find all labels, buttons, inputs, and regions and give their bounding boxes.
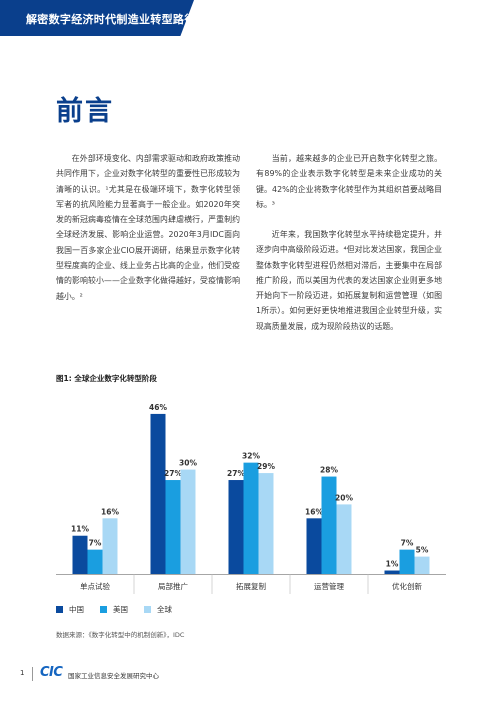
category-label-4: 优化创新	[392, 581, 422, 591]
data-label-0-0: 11%	[71, 525, 89, 534]
data-label-4-1: 7%	[401, 539, 414, 548]
bar-2-2	[258, 473, 274, 574]
bar-4-0	[384, 570, 400, 574]
legend-swatch-china	[56, 606, 63, 613]
bar-1-2	[180, 469, 196, 574]
section-title: 前言	[56, 96, 114, 127]
bar-3-2	[336, 504, 352, 574]
bar-1-1	[165, 480, 181, 574]
chart-legend: 中国 美国 全球	[56, 604, 172, 615]
page-number: 1	[20, 669, 25, 677]
legend-item-global: 全球	[144, 604, 172, 615]
bar-0-1	[87, 549, 103, 574]
data-label-3-0: 16%	[305, 507, 323, 516]
data-label-1-2: 30%	[179, 459, 197, 468]
category-label-1: 局部推广	[158, 581, 188, 591]
data-label-4-2: 5%	[416, 546, 429, 555]
data-label-1-1: 27%	[164, 469, 182, 478]
bar-3-0	[306, 518, 322, 574]
data-label-2-1: 32%	[242, 452, 260, 461]
legend-item-usa: 美国	[100, 604, 128, 615]
data-label-1-0: 46%	[149, 403, 167, 412]
data-label-2-2: 29%	[257, 462, 275, 471]
legend-swatch-usa	[100, 606, 107, 613]
cic-logo: CIC	[40, 665, 63, 680]
bar-4-2	[414, 556, 430, 574]
paragraph-col1: 在外部环境变化、内部需求驱动和政府政策推动共同作用下，企业对数字化转型的重要性已…	[56, 154, 240, 301]
data-source: 数据来源：《数字化转型中的机制创新》，IDC	[56, 631, 185, 639]
category-label-2: 拓展复制	[236, 581, 266, 591]
figure-caption: 图1: 全球企业数字化转型阶段	[56, 374, 157, 383]
bar-3-1	[321, 476, 337, 574]
footer-divider	[32, 667, 33, 681]
legend-item-china: 中国	[56, 604, 84, 615]
bar-0-0	[72, 535, 88, 574]
bar-0-2	[102, 518, 118, 574]
bar-2-0	[228, 480, 244, 574]
legend-label-global: 全球	[157, 605, 172, 614]
legend-label-china: 中国	[69, 605, 84, 614]
paragraph-col2-1: 当前，越来越多的企业已开启数字化转型之旅。有89%的企业表示数字化转型是未来企业…	[256, 154, 442, 209]
data-label-0-1: 7%	[89, 539, 102, 548]
bar-4-1	[399, 549, 415, 574]
header-title: 解密数字经济时代制造业转型路径	[26, 13, 196, 26]
bar-2-1	[243, 462, 259, 574]
bar-1-0	[150, 413, 166, 574]
data-label-0-2: 16%	[101, 507, 119, 516]
header-bar	[0, 0, 194, 36]
legend-label-usa: 美国	[113, 605, 128, 614]
data-label-3-1: 28%	[320, 466, 338, 475]
footer-org-name: 国家工业信息安全发展研究中心	[68, 672, 159, 680]
paragraph-col2-2: 近年来，我国数字化转型水平持续稳定提升，并逐步向中高级阶段迈进。⁴但对比发达国家…	[256, 230, 442, 331]
category-label-0: 单点试验	[80, 581, 110, 591]
bar-chart: 11%7%16%单点试验46%27%30%局部推广27%32%29%拓展复制16…	[56, 403, 446, 594]
data-label-4-0: 1%	[386, 560, 399, 569]
data-label-2-0: 27%	[227, 469, 245, 478]
data-label-3-2: 20%	[335, 493, 353, 502]
legend-swatch-global	[144, 606, 151, 613]
category-label-3: 运营管理	[314, 581, 344, 591]
